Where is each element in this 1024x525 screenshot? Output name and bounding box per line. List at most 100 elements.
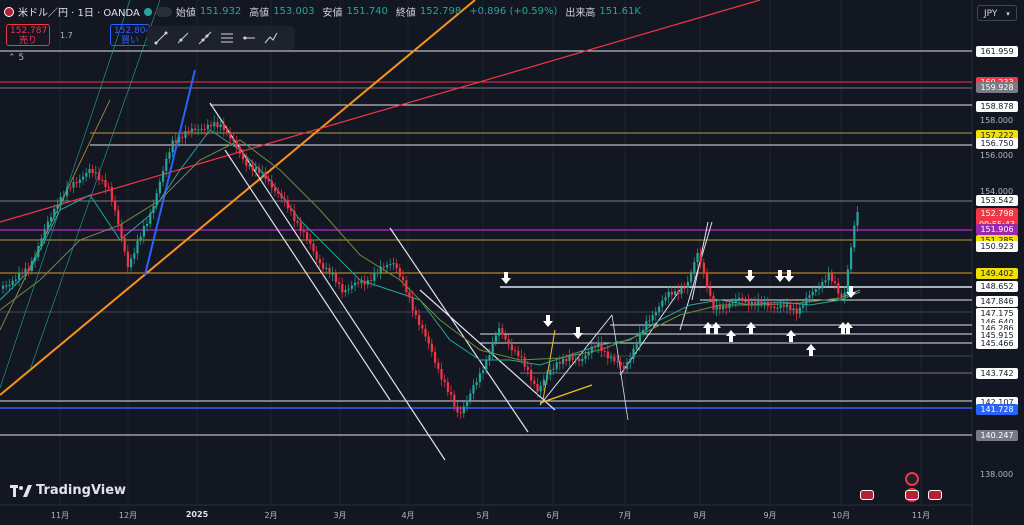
arrow-up-marker[interactable] (786, 330, 796, 342)
candle-body (814, 289, 817, 292)
candle-body (734, 298, 737, 303)
price-label-value: 158.878 (980, 101, 1014, 111)
candle-body (802, 305, 805, 308)
candle-body (674, 291, 677, 295)
candle-body (571, 356, 574, 360)
candle-body (616, 361, 619, 363)
candle-body (424, 328, 427, 337)
arrow-up-marker[interactable] (726, 330, 736, 342)
buy-label: 買い (120, 36, 139, 46)
buy-button[interactable]: 152.804 買い (110, 24, 151, 46)
candle-body (168, 152, 171, 159)
candle-body (50, 217, 53, 222)
sell-button[interactable]: 152.787 売り (6, 24, 50, 46)
arrow-down-marker[interactable] (745, 270, 755, 282)
candle-body (251, 165, 254, 171)
fib-tool-icon[interactable] (219, 30, 235, 46)
indicator-toggle-icon[interactable] (155, 6, 172, 17)
candle-body (158, 181, 161, 194)
us-flag-event-icon[interactable] (860, 490, 874, 500)
arrow-down-marker[interactable] (573, 327, 583, 339)
candle-body (520, 356, 523, 358)
candle-body (808, 295, 811, 298)
candle-body (846, 269, 849, 293)
symbol-title[interactable]: 米ドル／円 · 1日 · OANDA (18, 8, 140, 19)
candle-body (792, 308, 795, 311)
candle-body (779, 305, 782, 308)
economic-event-icon[interactable] (905, 472, 919, 486)
extended-line-tool-icon[interactable] (197, 30, 213, 46)
open-label: 始値 (175, 8, 196, 19)
arrow-down-marker[interactable] (501, 272, 511, 284)
indicator-collapse[interactable]: ⌃ 5 (8, 53, 25, 63)
candle-body (850, 247, 853, 270)
candle-body (434, 351, 437, 363)
time-label: 5月 (476, 511, 490, 520)
time-label: 8月 (693, 511, 707, 520)
candle-body (318, 259, 321, 264)
price-label: 157.222 (976, 129, 1018, 141)
us-flag-event-icon[interactable] (905, 490, 919, 500)
trend-line-tool-icon[interactable] (153, 30, 169, 46)
path-tool-icon[interactable] (263, 30, 279, 46)
candle-body (568, 356, 571, 361)
candle-body (827, 273, 830, 281)
candle-body (606, 351, 609, 359)
candle-body (466, 400, 469, 407)
arrow-up-marker[interactable] (746, 322, 756, 334)
market-status-icon (143, 7, 152, 16)
candle-body (162, 170, 165, 182)
candle-body (818, 288, 821, 290)
arrow-up-marker[interactable] (806, 344, 816, 356)
time-label: 10月 (831, 511, 851, 520)
arrow-down-marker[interactable] (543, 315, 553, 327)
candle-body (843, 292, 846, 298)
candle-body (430, 343, 433, 352)
candle-body (626, 362, 629, 369)
candle-body (411, 297, 414, 311)
candle-body (670, 291, 673, 295)
candle-body (296, 220, 299, 223)
candle-body (699, 253, 702, 263)
candle-body (325, 267, 328, 269)
candle-body (421, 324, 424, 329)
ray-tool-icon[interactable] (175, 30, 191, 46)
candle-body (210, 124, 213, 127)
candle-body (440, 368, 443, 380)
candle-body (402, 276, 405, 281)
arrow-up-marker[interactable] (711, 322, 721, 334)
arrow-down-marker[interactable] (846, 286, 856, 298)
arrow-down-marker[interactable] (784, 270, 794, 282)
candle-body (578, 358, 581, 362)
candle-body (453, 394, 456, 407)
price-label-value: 157.222 (980, 130, 1014, 140)
price-label: 149.402 (976, 268, 1018, 280)
candle-body (619, 361, 622, 367)
candle-body (98, 172, 101, 181)
candle-body (491, 341, 494, 355)
candle-body (72, 182, 75, 188)
horizontal-ray-tool-icon[interactable] (241, 30, 257, 46)
price-label: 146.640 (976, 317, 1018, 329)
price-label-value: 148.652 (980, 282, 1014, 292)
candle-body (741, 297, 744, 302)
price-label-value: 146.286 (980, 324, 1014, 334)
low-label: 安値 (322, 8, 343, 19)
time-label: 2025 (185, 510, 209, 519)
candle-body (347, 288, 350, 290)
candle-body (469, 393, 472, 401)
arrow-down-marker[interactable] (775, 270, 785, 282)
candle-body (69, 187, 72, 189)
currency-select[interactable]: JPY ▾ (977, 5, 1017, 21)
price-label: 145.466 (976, 337, 1018, 349)
arrow-up-marker[interactable] (703, 322, 713, 334)
candle-body (456, 406, 459, 413)
price-label-value: 161.959 (980, 47, 1014, 56)
arrow-up-marker[interactable] (843, 322, 853, 334)
candle-body (386, 265, 389, 268)
candle-body (235, 141, 238, 147)
us-flag-event-icon[interactable] (928, 490, 942, 500)
candle-body (75, 182, 78, 184)
price-label: 147.846 (976, 295, 1018, 307)
